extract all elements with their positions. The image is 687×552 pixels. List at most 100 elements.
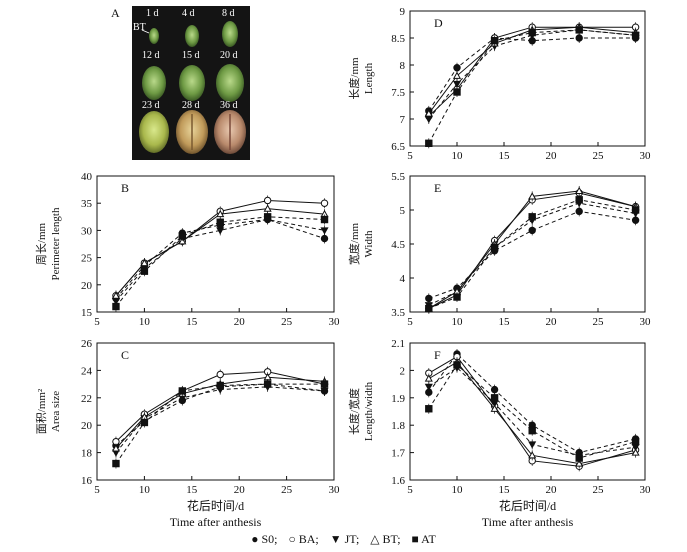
series-line <box>428 361 636 465</box>
data-point <box>140 258 149 267</box>
data-point <box>424 383 433 392</box>
x-tick-label: 25 <box>281 484 293 496</box>
x-tick-label: 15 <box>186 484 198 496</box>
y-tick-label: 20 <box>81 420 93 432</box>
grain-4d <box>185 25 199 47</box>
grain-20d <box>216 64 244 102</box>
y-axis-title-cn: 周长/mm <box>35 222 48 265</box>
x-tick-label: 25 <box>593 150 605 162</box>
x-axis-title-cn: 花后时间/d <box>187 498 244 513</box>
grain-photo-drawing <box>139 21 246 154</box>
data-point <box>528 226 536 235</box>
stage-label-1d: 1 d <box>146 8 159 19</box>
data-point <box>490 394 499 402</box>
data-point <box>263 196 272 205</box>
y-tick-label: 3.5 <box>391 307 405 319</box>
data-point <box>320 227 329 235</box>
data-point <box>528 213 536 221</box>
y-tick-label: 30 <box>81 225 93 237</box>
data-point <box>575 459 584 467</box>
series-line <box>115 371 325 443</box>
data-point <box>453 293 461 301</box>
legend-item-bt: △ BT; <box>370 532 400 546</box>
data-point <box>575 454 583 462</box>
data-point <box>528 426 536 435</box>
data-point <box>320 199 329 207</box>
y-tick-label: 15 <box>81 307 93 319</box>
data-point <box>575 26 583 34</box>
grain-photo-panel: 1 d 4 d 8 d BT 12 d 15 d 20 d 23 d 28 d … <box>132 6 250 160</box>
data-point <box>425 405 433 413</box>
y-tick-label: 35 <box>81 198 93 210</box>
series-line <box>115 216 325 307</box>
grain-8d <box>222 21 238 47</box>
legend-label: BA; <box>298 532 319 546</box>
y-axis-title-en: Area size <box>50 391 62 432</box>
x-tick-label: 25 <box>593 316 605 328</box>
x-tick-label: 30 <box>329 316 341 328</box>
y-axis-title-cn: 宽度/mm <box>347 222 361 265</box>
legend-symbol: ○ <box>288 532 296 546</box>
data-point <box>216 381 224 390</box>
x-axis-title-en: Time after anthesis <box>482 515 574 529</box>
data-point <box>453 64 461 72</box>
x-tick-label: 15 <box>499 150 511 162</box>
legend-item-at: ■ AT <box>412 532 436 546</box>
data-point <box>631 437 640 446</box>
y-tick-label: 25 <box>81 253 93 265</box>
legend-symbol: ▼ <box>329 532 342 546</box>
data-point <box>320 380 329 388</box>
series-line <box>428 29 636 144</box>
data-point <box>320 234 329 243</box>
data-point <box>140 418 149 427</box>
data-point <box>216 209 225 218</box>
grain-23d <box>139 111 169 153</box>
y-tick-label: 20 <box>81 280 93 292</box>
grain-12d <box>142 66 166 100</box>
series-line <box>428 192 636 310</box>
series-line <box>428 353 636 454</box>
series-at <box>425 359 640 464</box>
stage-label-12d: 12 d <box>142 50 160 61</box>
y-tick-label: 8.5 <box>391 33 405 45</box>
series-line <box>428 202 636 306</box>
x-tick-label: 15 <box>499 316 511 328</box>
data-point <box>490 385 499 394</box>
x-tick-label: 5 <box>94 484 100 496</box>
data-point <box>452 71 462 79</box>
legend-label: JT; <box>344 532 360 546</box>
structure-label-bt: BT <box>133 22 146 33</box>
y-tick-label: 9 <box>400 6 406 18</box>
stage-label-15d: 15 d <box>182 50 200 61</box>
data-point <box>178 232 187 240</box>
y-tick-label: 6.5 <box>391 141 405 153</box>
y-tick-label: 7.5 <box>391 87 405 99</box>
data-point <box>452 80 462 89</box>
series-bt <box>424 357 640 469</box>
series-at <box>425 24 640 149</box>
stage-label-8d: 8 d <box>222 8 235 19</box>
x-tick-label: 5 <box>407 316 413 328</box>
data-point <box>178 387 187 395</box>
chart-panel-e: 5 10 15 20 25 30 3.5 4 4.5 5 5.5 E 宽度/mm Width <box>347 171 651 328</box>
data-point <box>216 218 224 226</box>
data-point <box>424 374 433 382</box>
series-line <box>428 26 636 117</box>
x-tick-label: 20 <box>546 316 558 328</box>
data-point <box>575 196 583 204</box>
x-tick-label: 30 <box>640 316 652 328</box>
x-tick-label: 5 <box>94 316 100 328</box>
stage-label-20d: 20 d <box>220 50 238 61</box>
y-axis-title-cn: 长度/宽度 <box>347 388 361 435</box>
x-axis-title-en: Time after anthesis <box>170 515 262 529</box>
y-tick-label: 1.9 <box>391 393 405 405</box>
stage-label-23d: 23 d <box>142 100 160 111</box>
y-tick-label: 1.8 <box>391 420 405 432</box>
data-point <box>528 192 537 200</box>
y-tick-label: 7 <box>400 114 406 126</box>
stage-label-4d: 4 d <box>182 8 195 19</box>
data-point <box>528 451 537 459</box>
y-tick-label: 16 <box>81 475 93 487</box>
data-point <box>631 206 640 214</box>
x-tick-label: 30 <box>640 150 652 162</box>
